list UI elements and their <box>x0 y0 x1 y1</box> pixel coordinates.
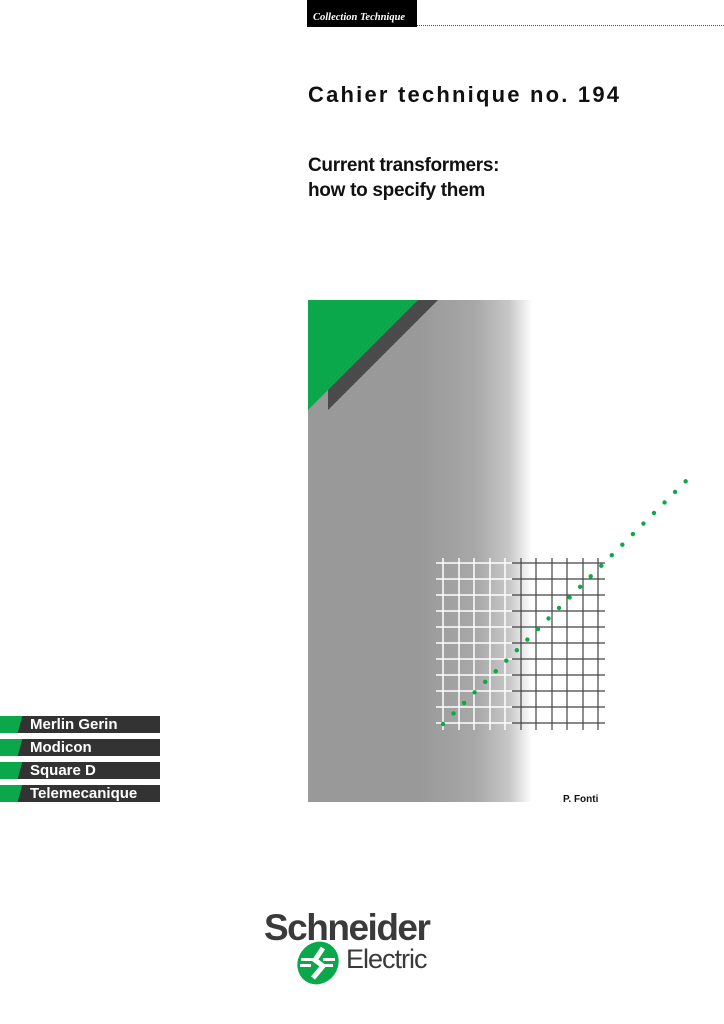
diagonal-dot <box>483 679 488 684</box>
logo-electric: Electric <box>346 944 428 974</box>
brand-telemecanique: Telemecanique <box>0 785 160 802</box>
brand-label: Modicon <box>30 739 92 756</box>
diagonal-dot <box>556 605 562 611</box>
diagonal-dot <box>599 563 604 568</box>
subtitle-line-2: how to specify them <box>308 180 485 201</box>
diagonal-dot <box>461 700 467 706</box>
brand-square-d: Square D <box>0 762 160 779</box>
diagonal-dot <box>641 521 646 526</box>
diagonal-dot <box>546 616 551 621</box>
subtitle-line-1: Current transformers: <box>308 155 500 176</box>
diagonal-dot <box>451 711 456 716</box>
grid <box>436 558 605 730</box>
diagonal-dot <box>651 510 657 516</box>
brand-label: Square D <box>30 762 96 779</box>
brand-label: Telemecanique <box>30 785 138 802</box>
logo-schneider: Schneider <box>264 907 431 948</box>
diagonal-dot <box>525 637 530 642</box>
diagonal-dot <box>440 721 446 727</box>
gray-gradient-panel <box>420 300 532 802</box>
brand-merlin-gerin: Merlin Gerin <box>0 716 160 733</box>
diagonal-dot <box>577 584 583 590</box>
diagonal-dot <box>514 647 520 653</box>
collection-label: Collection Technique <box>307 0 417 27</box>
page-title: Cahier technique no. 194 <box>308 82 622 107</box>
diagonal-dot <box>472 690 477 695</box>
diagonal-dot <box>683 479 688 484</box>
brand-label: Merlin Gerin <box>30 716 118 733</box>
diagonal-dot <box>535 626 541 632</box>
brand-modicon: Modicon <box>0 739 160 756</box>
diagonal-dot <box>609 553 614 558</box>
schneider-electric-logo-icon <box>297 941 339 985</box>
diagonal-dot <box>567 595 572 600</box>
subtitle: Current transformers: how to specify the… <box>308 153 499 203</box>
diagonal-dot <box>504 658 509 663</box>
dotted-divider <box>417 25 724 26</box>
diagonal-dot <box>588 574 593 579</box>
diagonal-dot <box>662 500 667 505</box>
diagonal-dot <box>493 669 498 674</box>
diagonal-dot <box>630 531 636 537</box>
diagonal-dot <box>672 489 678 495</box>
diagonal-dot <box>620 542 625 547</box>
author: P. Fonti <box>563 794 599 805</box>
dark-stripe <box>328 300 438 410</box>
dotted-diagonal <box>440 479 688 727</box>
